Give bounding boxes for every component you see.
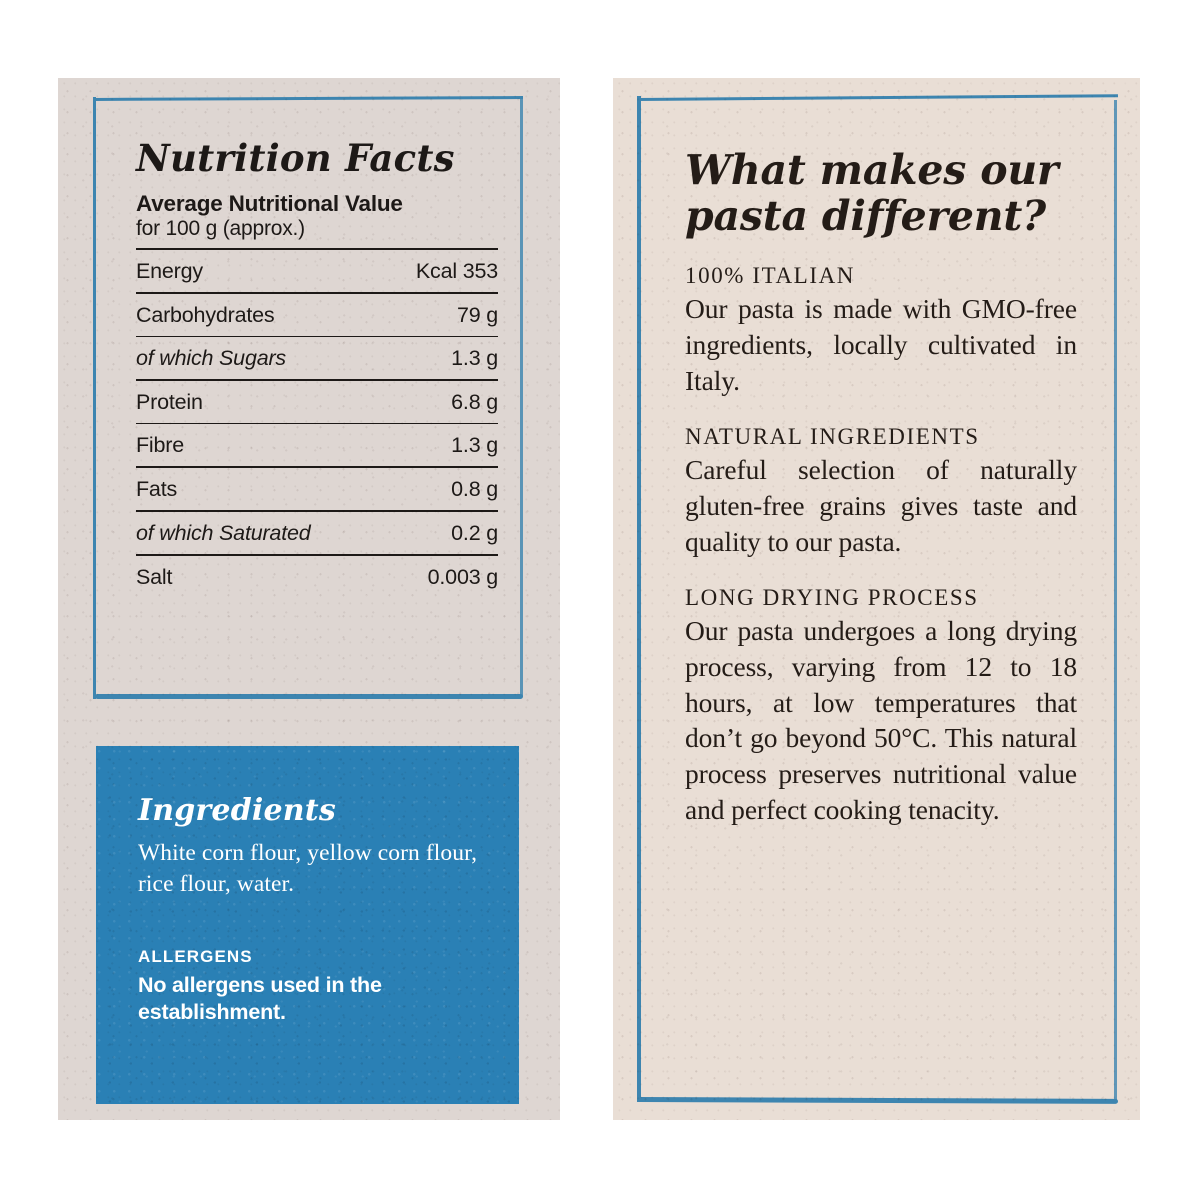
nutrient-label: of which Sugars xyxy=(136,336,383,381)
story-body: Our pasta is made with GMO-free ingredie… xyxy=(685,293,1077,396)
serving-size-note: for 100 g (approx.) xyxy=(136,217,305,241)
nutrient-label: Carbohydrates xyxy=(136,292,383,337)
nutrient-value: 1.3 g xyxy=(382,336,498,381)
story-body: Careful selection of naturally gluten-fr… xyxy=(685,454,1077,557)
nutrient-value: Kcal 353 xyxy=(382,248,498,294)
story-block: What makes our pasta different? 100% ITA… xyxy=(685,146,1077,852)
table-row: Salt 0.003 g xyxy=(136,554,498,599)
story-heading: 100% ITALIAN xyxy=(685,262,856,288)
ingredients-title: Ingredients xyxy=(138,793,336,828)
frame-top-line xyxy=(636,94,1118,101)
story-section-italian: 100% ITALIAN Our pasta is made with GMO-… xyxy=(685,262,1077,399)
table-row: Fats 0.8 g xyxy=(136,466,498,512)
nutrient-label: Fibre xyxy=(136,423,383,468)
nutrient-label: Salt xyxy=(136,554,383,599)
nutrient-value: 1.3 g xyxy=(382,423,498,468)
allergens-label: ALLERGENS xyxy=(138,946,253,966)
nutrient-value: 0.2 g xyxy=(382,510,498,556)
table-row: Carbohydrates 79 g xyxy=(136,292,498,337)
story-panel: What makes our pasta different? 100% ITA… xyxy=(613,78,1140,1120)
ingredients-panel: Ingredients White corn flour, yellow cor… xyxy=(96,746,519,1104)
frame-left-line xyxy=(637,96,641,1102)
table-row: Protein 6.8 g xyxy=(136,379,498,424)
table-row: of which Sugars 1.3 g xyxy=(136,336,498,381)
nutrition-facts-title: Nutrition Facts xyxy=(136,136,455,180)
frame-top-line xyxy=(92,96,524,101)
nutrient-label: Fats xyxy=(136,466,383,512)
ingredients-list-text: White corn flour, yellow corn flour, ric… xyxy=(138,840,478,898)
nutrient-value: 0.003 g xyxy=(382,554,498,599)
frame-bottom-line xyxy=(637,1097,1119,1104)
nutrient-value: 6.8 g xyxy=(382,379,498,424)
story-body: Our pasta undergoes a long drying proces… xyxy=(685,615,1077,825)
nutrition-facts-block: Nutrition Facts Average Nutritional Valu… xyxy=(136,136,498,599)
frame-right-line xyxy=(520,99,523,697)
story-section-long-drying-process: LONG DRYING PROCESS Our pasta undergoes … xyxy=(685,584,1077,828)
frame-right-line xyxy=(1114,100,1117,1100)
nutrition-panel: Nutrition Facts Average Nutritional Valu… xyxy=(58,78,560,1120)
average-nutritional-value-label: Average Nutritional Value xyxy=(136,191,403,216)
story-section-natural-ingredients: NATURAL INGREDIENTS Careful selection of… xyxy=(685,423,1077,560)
table-row: Fibre 1.3 g xyxy=(136,423,498,468)
nutrient-label: Energy xyxy=(136,248,383,294)
table-row: of which Saturated 0.2 g xyxy=(136,510,498,556)
nutrition-table: Energy Kcal 353 Carbohydrates 79 g of wh… xyxy=(136,248,498,599)
nutrient-value: 79 g xyxy=(382,292,498,337)
frame-bottom-line xyxy=(95,694,523,699)
nutrient-label: Protein xyxy=(136,379,383,424)
frame-left-line xyxy=(93,97,96,699)
allergens-statement: No allergens used in the establishment. xyxy=(138,972,382,1025)
nutrient-value: 0.8 g xyxy=(382,466,498,512)
nutrient-label: of which Saturated xyxy=(136,510,383,556)
story-heading: LONG DRYING PROCESS xyxy=(685,584,979,610)
table-row: Energy Kcal 353 xyxy=(136,248,498,294)
ingredients-inner: Ingredients White corn flour, yellow cor… xyxy=(96,746,519,1027)
story-heading: NATURAL INGREDIENTS xyxy=(685,423,980,449)
story-title: What makes our pasta different? xyxy=(685,146,1059,240)
